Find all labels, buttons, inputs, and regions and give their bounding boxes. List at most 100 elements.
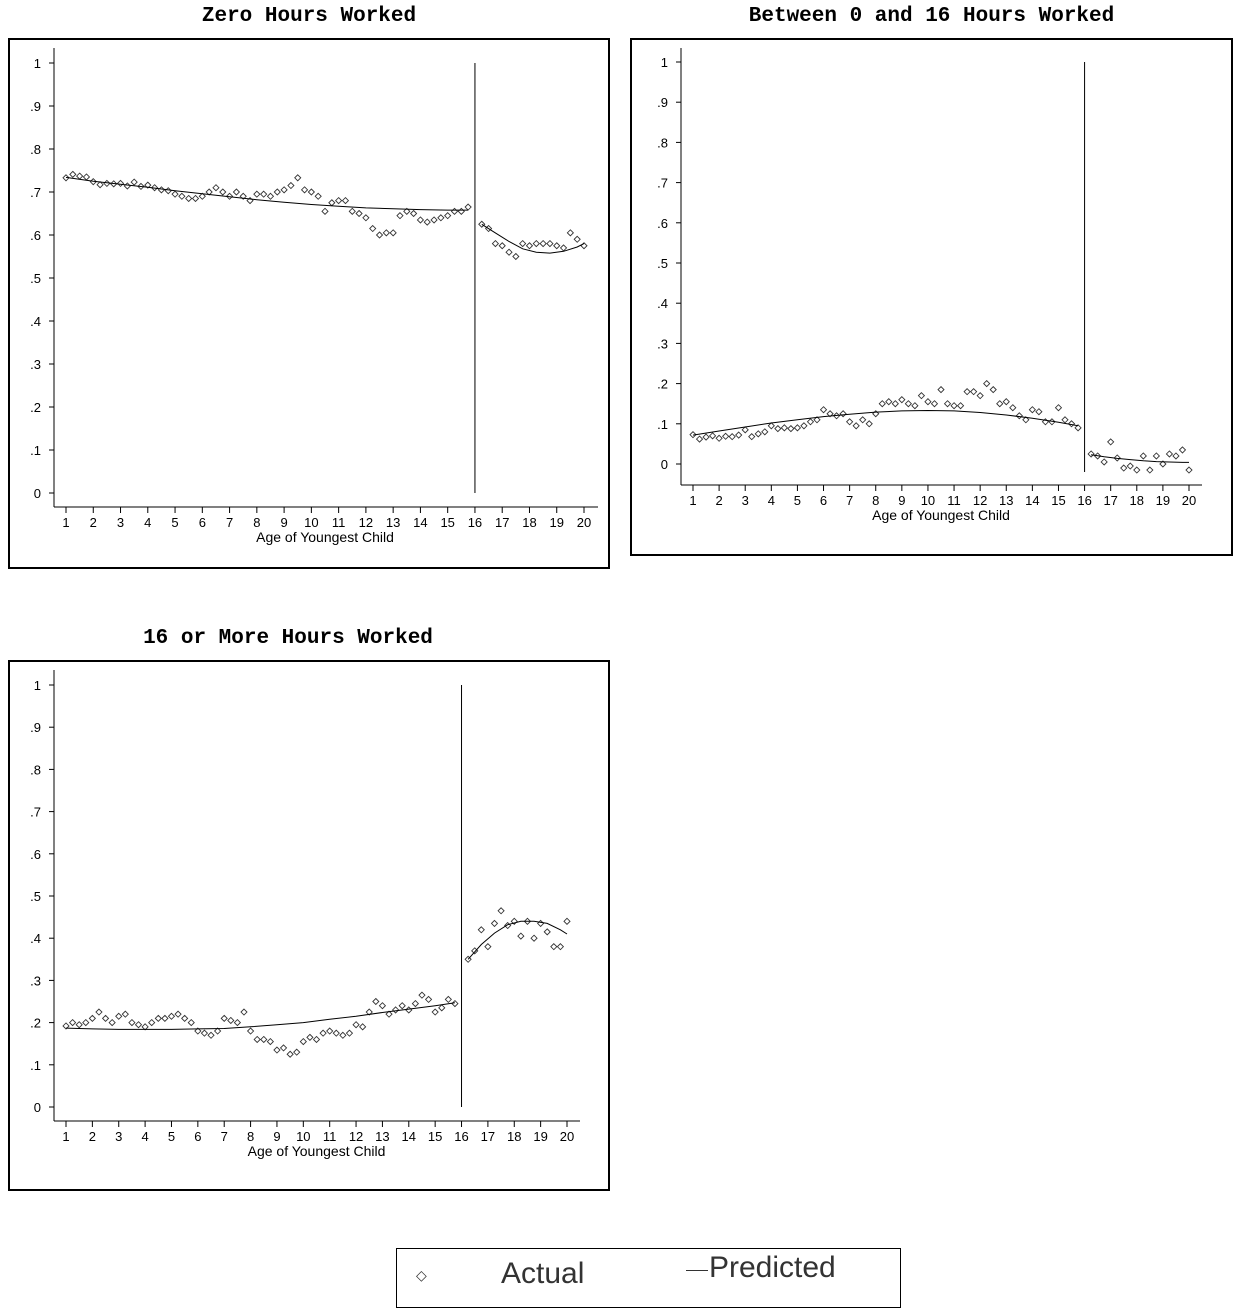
actual-point <box>333 1030 339 1036</box>
actual-point <box>294 1049 300 1055</box>
actual-point <box>89 1015 95 1021</box>
x-tick-label: 4 <box>141 1129 148 1144</box>
actual-point <box>221 1015 227 1021</box>
x-tick-label: 11 <box>323 1129 337 1144</box>
actual-point <box>1101 459 1107 465</box>
actual-point <box>356 211 362 217</box>
actual-point <box>506 249 512 255</box>
y-tick-label: .5 <box>30 271 41 286</box>
x-tick-label: 9 <box>273 1129 280 1144</box>
actual-point <box>426 996 432 1002</box>
actual-point <box>76 1022 82 1028</box>
x-tick-label: 18 <box>1130 493 1144 508</box>
actual-point <box>124 183 130 189</box>
actual-point <box>412 1001 418 1007</box>
actual-point <box>228 1017 234 1023</box>
actual-point <box>172 191 178 197</box>
x-tick-label: 6 <box>194 1129 201 1144</box>
actual-point <box>329 200 335 206</box>
y-tick-label: 1 <box>34 678 41 693</box>
actual-point <box>1121 465 1127 471</box>
x-tick-label: 19 <box>533 1129 547 1144</box>
actual-point <box>83 1020 89 1026</box>
actual-point <box>465 204 471 210</box>
x-tick-label: 16 <box>468 515 482 530</box>
actual-point <box>281 187 287 193</box>
y-tick-label: .1 <box>657 417 668 432</box>
actual-point <box>958 403 964 409</box>
actual-point <box>807 419 813 425</box>
actual-point <box>866 421 872 427</box>
actual-point <box>801 423 807 429</box>
actual-point <box>186 195 192 201</box>
actual-point <box>458 208 464 214</box>
actual-point <box>762 429 768 435</box>
x-tick-label: 12 <box>359 515 373 530</box>
actual-point <box>158 187 164 193</box>
actual-point <box>70 1020 76 1026</box>
actual-point <box>424 219 430 225</box>
panel-title: 16 or More Hours Worked <box>8 627 568 650</box>
actual-point <box>564 918 570 924</box>
actual-point <box>540 241 546 247</box>
actual-point <box>267 1039 273 1045</box>
actual-point <box>83 174 89 180</box>
actual-point <box>373 999 379 1005</box>
actual-point <box>703 434 709 440</box>
x-tick-label: 2 <box>715 493 722 508</box>
actual-point <box>729 434 735 440</box>
actual-point <box>360 1024 366 1030</box>
actual-point <box>77 173 83 179</box>
actual-point <box>886 399 892 405</box>
actual-point <box>794 425 800 431</box>
x-tick-label: 19 <box>550 515 564 530</box>
actual-point <box>193 195 199 201</box>
actual-point <box>438 215 444 221</box>
actual-point <box>254 1036 260 1042</box>
y-tick-label: .5 <box>657 256 668 271</box>
actual-point <box>452 1001 458 1007</box>
x-tick-label: 2 <box>89 1129 96 1144</box>
actual-point <box>162 1015 168 1021</box>
actual-point <box>129 1020 135 1026</box>
x-tick-label: 13 <box>375 1129 389 1144</box>
chart-svg: 0.1.2.3.4.5.6.7.8.911 2 3 4 5 6 7 8 9 10 11 12 13 14 1… <box>632 40 1235 558</box>
actual-point <box>1186 467 1192 473</box>
chart-svg: 0.1.2.3.4.5.6.7.8.911 2 3 4 5 6 7 8 9 10 11 12 13 14 1… <box>10 662 612 1193</box>
actual-point <box>892 401 898 407</box>
actual-point <box>860 417 866 423</box>
actual-point <box>1010 405 1016 411</box>
actual-point <box>406 1007 412 1013</box>
y-tick-label: .9 <box>30 99 41 114</box>
actual-point <box>526 243 532 249</box>
x-tick-label: 7 <box>221 1129 228 1144</box>
actual-point <box>419 992 425 998</box>
actual-point <box>116 1013 122 1019</box>
x-axis-label: Age of Youngest Child <box>256 529 394 545</box>
actual-point <box>1062 417 1068 423</box>
predicted-line-icon <box>686 1270 708 1271</box>
y-tick-label: 0 <box>34 1100 41 1115</box>
actual-point <box>918 393 924 399</box>
actual-point <box>513 254 519 260</box>
chart-panel-0-16-hours: 0.1.2.3.4.5.6.7.8.9 1 1 2 3 4 5 6 7 8 9 10 11 12 13 14 1… <box>630 38 1233 556</box>
actual-point <box>377 232 383 238</box>
legend: ◇ Actual Predicted <box>396 1248 901 1308</box>
actual-point <box>964 389 970 395</box>
actual-point <box>567 230 573 236</box>
actual-point <box>1147 467 1153 473</box>
y-tick-label: .8 <box>30 142 41 157</box>
actual-point <box>346 1030 352 1036</box>
x-tick-label: 9 <box>280 515 287 530</box>
actual-point <box>287 1051 293 1057</box>
actual-point <box>390 230 396 236</box>
actual-point <box>136 1022 142 1028</box>
y-tick-label: .4 <box>30 931 41 946</box>
x-tick-label: 1 <box>689 493 696 508</box>
actual-point <box>370 226 376 232</box>
actual-point <box>417 217 423 223</box>
y-tick-label: 1 <box>34 56 41 71</box>
actual-point <box>557 944 563 950</box>
actual-point <box>1036 409 1042 415</box>
actual-point <box>547 241 553 247</box>
